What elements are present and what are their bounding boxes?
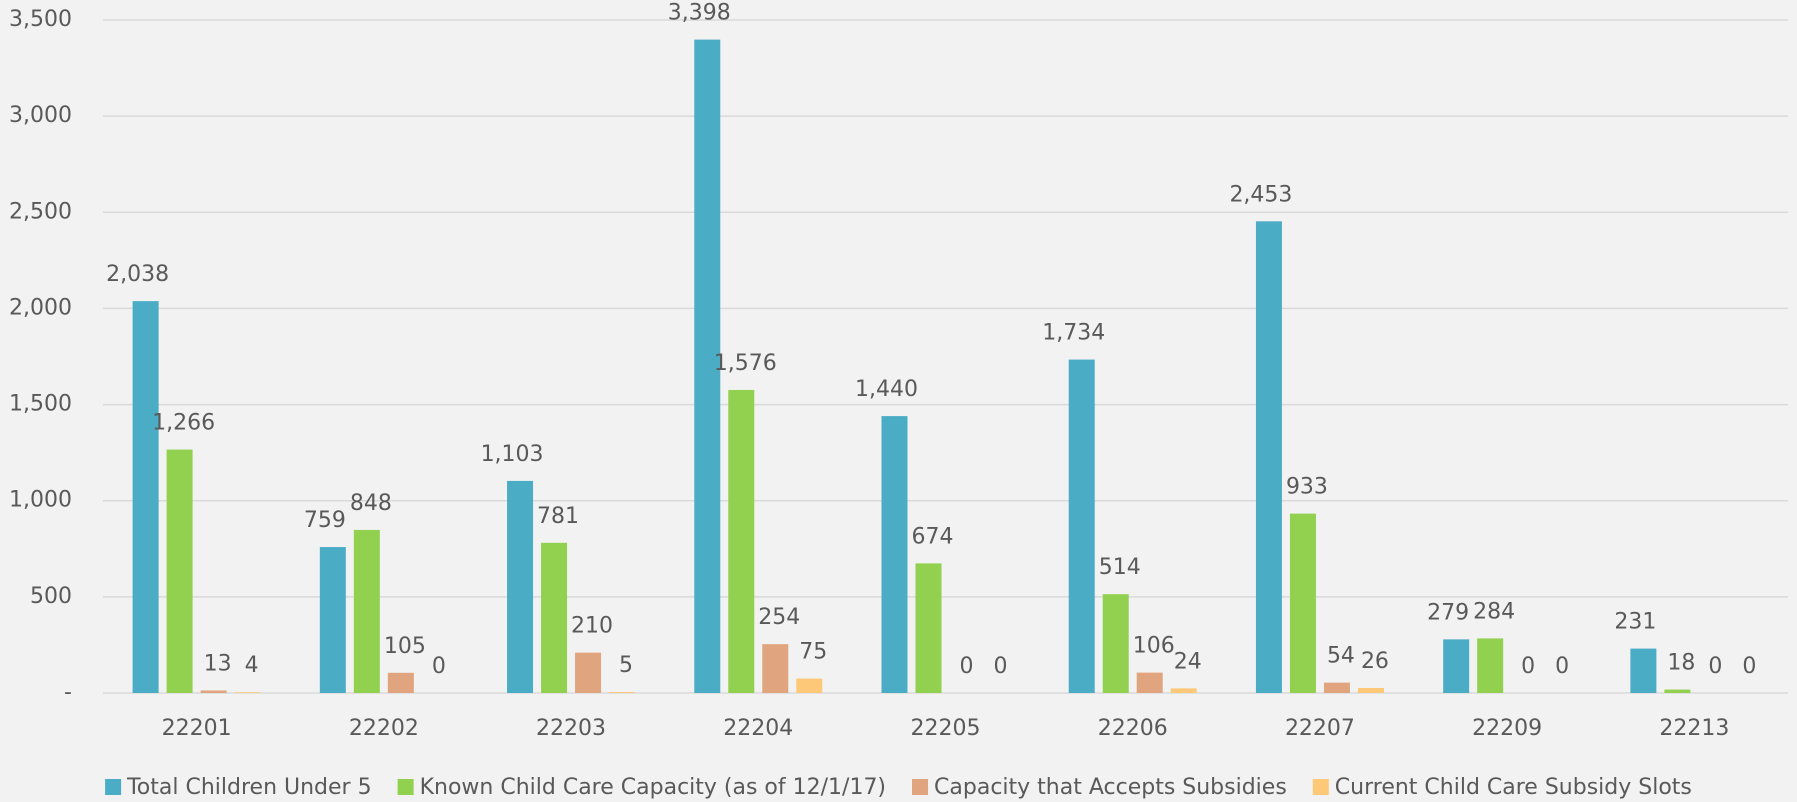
bar [1630,648,1657,693]
bar [132,301,159,693]
data-label: 2,038 [106,262,169,287]
x-tick-label: 22203 [536,716,606,741]
bar [609,692,636,693]
bar [1289,513,1316,693]
bar [762,644,789,693]
x-tick-label: 22205 [911,716,981,741]
data-label: 279 [1427,600,1469,625]
bar [1102,594,1129,693]
x-tick-label: 22204 [723,716,793,741]
bar [1170,688,1197,693]
data-label: 3,398 [668,1,731,26]
x-tick-label: 22209 [1472,716,1542,741]
legend-label: Known Child Care Capacity (as of 12/1/17… [420,775,886,800]
data-label: 106 [1133,634,1175,659]
bar [1477,638,1504,693]
data-label: 18 [1667,651,1695,676]
data-label: 54 [1327,644,1355,669]
data-label: 26 [1361,649,1389,674]
data-label: 514 [1099,555,1141,580]
bar [200,690,227,693]
data-label: 4 [245,653,259,678]
bar [915,563,942,693]
legend-swatch [912,779,929,795]
data-label: 781 [537,504,579,529]
bar [728,389,755,693]
legend-swatch [105,779,122,795]
bar [796,678,823,693]
data-label: 0 [432,654,446,679]
legend-label: Total Children Under 5 [126,775,371,800]
data-label: 0 [994,654,1008,679]
data-label: 105 [384,634,426,659]
data-label: 231 [1614,610,1656,635]
x-tick-label: 22201 [162,716,232,741]
bar [353,529,380,693]
bar [319,547,346,693]
x-tick-label: 22207 [1285,716,1355,741]
data-label: 1,103 [481,442,544,467]
y-tick-label: 2,000 [9,295,72,320]
bar [1255,221,1282,694]
legend-swatch [397,779,414,795]
bar [1068,359,1095,693]
data-label: 254 [758,605,800,630]
x-tick-label: 22213 [1659,716,1729,741]
data-label: 210 [571,614,613,639]
legend-label: Current Child Care Subsidy Slots [1335,775,1692,800]
legend-swatch [1312,779,1329,795]
data-label: 5 [619,653,633,678]
bar [1357,688,1384,693]
y-tick-label: 1,500 [9,392,72,417]
bar [166,449,193,693]
bar [387,672,414,693]
data-label: 0 [960,654,974,679]
data-label: 759 [304,508,346,533]
y-tick-label: 1,000 [9,488,72,513]
bar [507,480,534,693]
data-label: 24 [1174,649,1202,674]
data-label: 1,576 [714,351,777,376]
bar [881,416,908,693]
data-label: 674 [912,524,954,549]
bar [575,652,602,693]
data-label: 0 [1521,654,1535,679]
y-tick-label: - [64,680,72,705]
data-label: 1,266 [152,411,215,436]
x-tick-label: 22202 [349,716,419,741]
data-label: 1,734 [1042,321,1105,346]
bar [694,39,721,693]
data-label: 284 [1473,599,1515,624]
data-label: 1,440 [855,377,918,402]
x-tick-label: 22206 [1098,716,1168,741]
data-label: 0 [1555,654,1569,679]
bar [234,692,261,693]
bar [1443,639,1470,693]
data-label: 13 [204,652,232,677]
data-label: 0 [1742,654,1756,679]
data-label: 848 [350,491,392,516]
y-tick-label: 2,500 [9,199,72,224]
y-tick-label: 3,500 [9,7,72,32]
y-tick-label: 3,000 [9,103,72,128]
legend-label: Capacity that Accepts Subsidies [934,775,1287,800]
bar [1136,672,1163,693]
y-tick-label: 500 [30,584,72,609]
data-label: 933 [1286,475,1328,500]
data-label: 2,453 [1229,182,1292,207]
data-label: 75 [799,640,827,665]
bar [1323,682,1350,693]
bar [541,542,568,693]
data-label: 0 [1708,654,1722,679]
bar [1664,689,1691,693]
